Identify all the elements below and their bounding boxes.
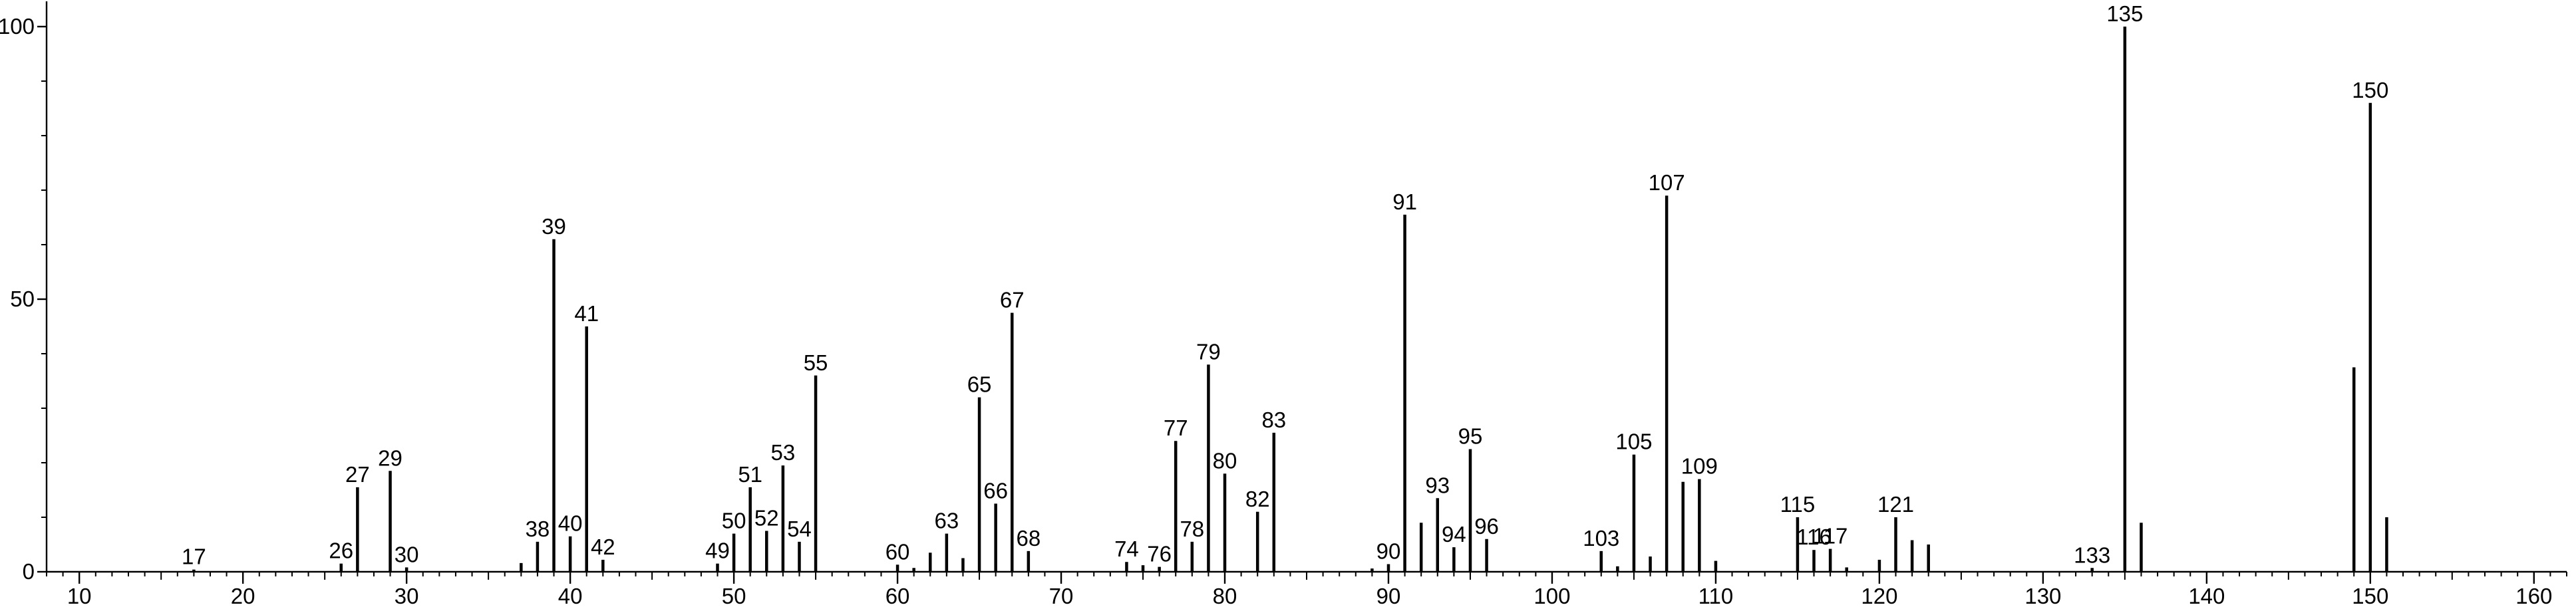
x-tick-label: 30 <box>395 584 419 608</box>
peak-label: 117 <box>1813 524 1848 548</box>
peak-label: 103 <box>1583 526 1619 550</box>
x-tick-label: 140 <box>2188 584 2225 608</box>
peak-label: 66 <box>983 479 1008 503</box>
peak-label: 26 <box>329 539 353 563</box>
x-tick-label: 110 <box>1698 584 1734 608</box>
peak-label: 49 <box>705 539 730 563</box>
x-tick-label: 60 <box>886 584 910 608</box>
peak-label: 68 <box>1016 526 1041 550</box>
peak-label: 105 <box>1615 429 1652 454</box>
peak-label: 65 <box>967 372 992 397</box>
x-tick-label: 160 <box>2515 584 2552 608</box>
x-tick-label: 50 <box>722 584 746 608</box>
peak-label: 54 <box>787 517 812 541</box>
peak-label: 93 <box>1425 473 1450 497</box>
peak-label: 91 <box>1392 189 1417 214</box>
peak-label: 53 <box>771 440 796 465</box>
peak-label: 51 <box>738 462 762 487</box>
peak-label: 60 <box>886 539 910 564</box>
peak-label: 107 <box>1649 170 1685 195</box>
x-tick-label: 20 <box>231 584 255 608</box>
peak-label: 133 <box>2074 543 2110 567</box>
peaks <box>192 27 2388 572</box>
peak-label: 17 <box>182 545 206 569</box>
peak-label: 55 <box>804 350 828 375</box>
peak-label: 41 <box>574 301 599 326</box>
peak-label: 96 <box>1474 514 1499 539</box>
x-tick-label: 10 <box>67 584 92 608</box>
peak-label: 67 <box>1000 288 1025 312</box>
peak-label: 82 <box>1245 487 1270 511</box>
peak-label: 78 <box>1180 517 1204 541</box>
peak-label: 135 <box>2106 1 2143 26</box>
x-tick-label: 40 <box>558 584 583 608</box>
peak-label: 95 <box>1458 424 1483 449</box>
x-tick-label: 150 <box>2352 584 2388 608</box>
peak-label: 115 <box>1780 492 1816 517</box>
y-tick-label: 50 <box>10 287 35 311</box>
peak-label: 94 <box>1442 522 1466 547</box>
peak-label: 150 <box>2352 78 2388 102</box>
peak-label: 76 <box>1147 542 1172 566</box>
peak-label: 80 <box>1213 448 1237 473</box>
peak-label: 83 <box>1261 408 1286 432</box>
x-tick-label: 120 <box>1861 584 1897 608</box>
peak-label: 77 <box>1164 416 1188 440</box>
peak-label: 39 <box>542 214 566 239</box>
peak-label: 121 <box>1877 492 1914 517</box>
peak-label: 74 <box>1114 537 1139 561</box>
x-tick-label: 90 <box>1376 584 1401 608</box>
peak-labels: 17 26 27 29 30 38 39 40 41 42 49 50 51 52 53 54 55 60 63 65… <box>182 1 2388 569</box>
peak-label: 29 <box>378 445 402 470</box>
peak-label: 90 <box>1376 539 1401 564</box>
peak-label: 42 <box>591 535 615 559</box>
peak-label: 27 <box>345 462 370 487</box>
peak-label: 109 <box>1681 454 1718 479</box>
y-tick-label: 0 <box>23 559 35 584</box>
x-tick-label: 80 <box>1213 584 1237 608</box>
peak-label: 30 <box>395 542 419 566</box>
x-tick-label: 130 <box>2024 584 2061 608</box>
peak-label: 63 <box>934 509 959 533</box>
peak-label: 38 <box>526 517 550 541</box>
peak-label: 50 <box>722 509 746 533</box>
peak-label: 116 <box>1796 525 1832 549</box>
peak-label: 79 <box>1196 339 1221 364</box>
y-tick-label: 100 <box>0 14 35 39</box>
x-tick-label: 100 <box>1533 584 1570 608</box>
peak-label: 40 <box>558 511 583 536</box>
peak-label: 52 <box>754 506 779 531</box>
x-tick-label: 70 <box>1049 584 1074 608</box>
